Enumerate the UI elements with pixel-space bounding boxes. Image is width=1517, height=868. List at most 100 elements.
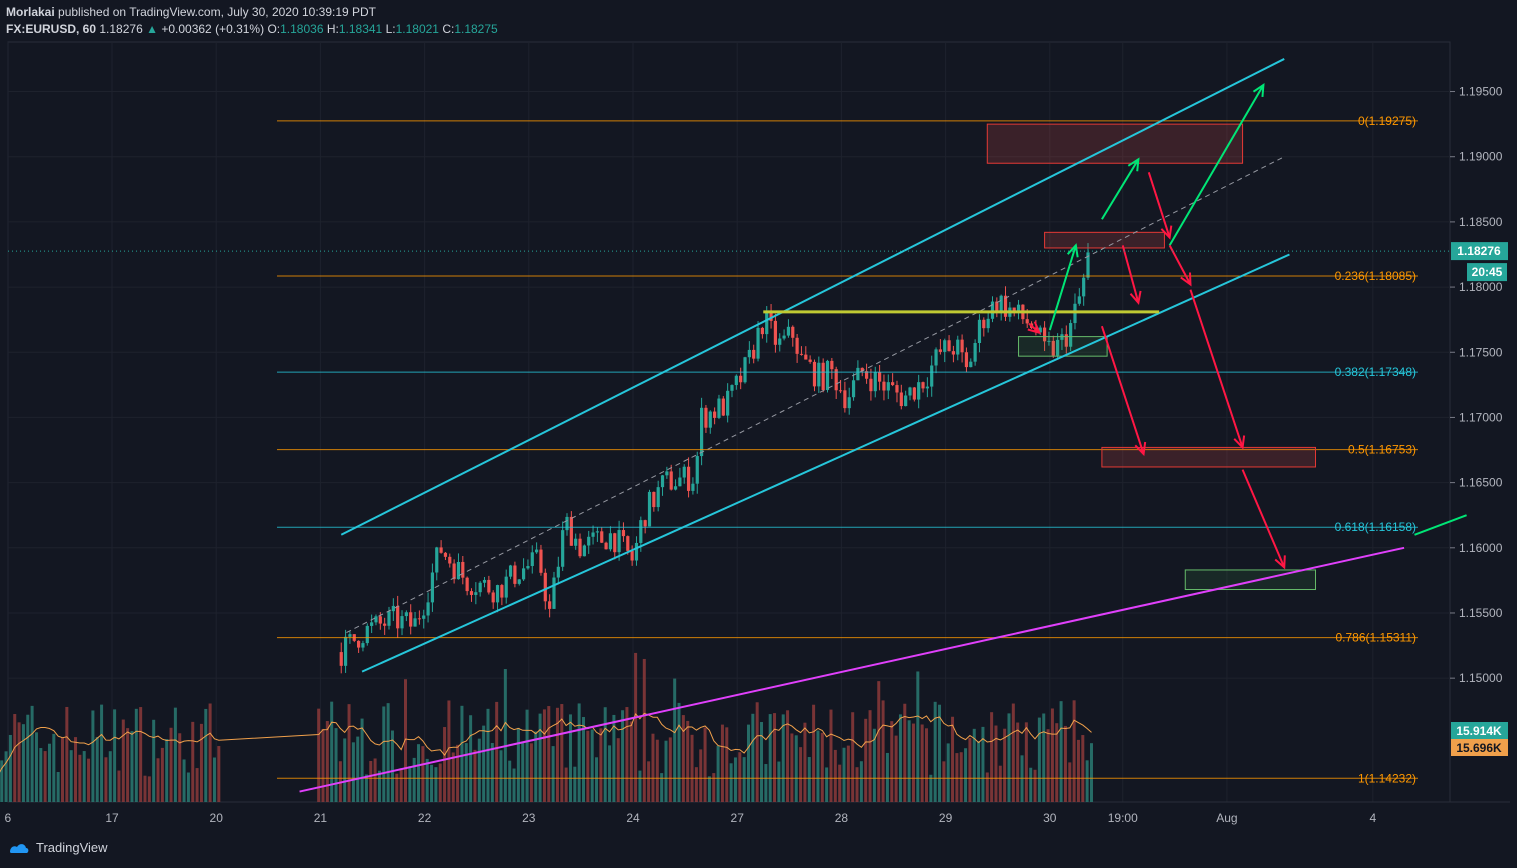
candle-body: [530, 552, 534, 567]
candle-body: [825, 360, 830, 391]
candle-body: [752, 349, 756, 359]
candle-body: [595, 531, 599, 533]
y-tick-label: 1.19000: [1459, 150, 1503, 164]
volume-bar: [877, 681, 881, 802]
candle-body: [561, 530, 565, 567]
volume-bar: [525, 709, 529, 802]
x-tick-label: 4: [1369, 811, 1376, 825]
volume-bar: [577, 703, 581, 802]
candle-body: [582, 545, 586, 557]
bullish-arrow-head: [1127, 157, 1140, 172]
candle-body: [878, 372, 882, 382]
volume-bar: [208, 703, 212, 802]
volume-bar: [938, 704, 942, 802]
candle-body: [851, 380, 856, 398]
volume-bar: [434, 767, 438, 802]
candle-body: [660, 475, 665, 488]
x-tick-label: 30: [1043, 811, 1057, 825]
volume-bar: [829, 709, 833, 802]
candle-body: [604, 542, 608, 550]
candle-body: [500, 585, 504, 598]
volume-bar: [816, 730, 820, 802]
volume-bar: [851, 712, 855, 802]
candle-body: [435, 547, 439, 573]
volume-bar: [608, 745, 612, 802]
x-tick-label: 21: [314, 811, 328, 825]
candle-body: [730, 385, 734, 391]
x-tick-label: 20: [210, 811, 224, 825]
x-tick-label: 28: [835, 811, 849, 825]
candle-body: [908, 387, 912, 396]
x-tick-label: 19:00: [1108, 811, 1138, 825]
candle-body: [404, 612, 408, 617]
volume-bar: [382, 706, 386, 802]
volume-bar: [946, 743, 950, 802]
volume-bar: [560, 704, 564, 802]
volume-bar: [985, 772, 989, 802]
candle-body: [847, 397, 851, 409]
candle-body: [747, 349, 751, 358]
candle-body: [773, 320, 778, 345]
tradingview-brand[interactable]: TradingView: [36, 840, 108, 855]
candle-body: [743, 357, 747, 383]
candle-body: [491, 592, 495, 603]
volume-bar: [868, 710, 872, 802]
volume-bar: [542, 709, 546, 802]
volume-bar: [1055, 723, 1059, 802]
volume-bar: [412, 757, 416, 802]
high-value: 1.18341: [338, 22, 383, 36]
volume-bar: [178, 733, 182, 802]
volume-bar: [864, 718, 868, 802]
volume-bar: [1016, 722, 1020, 802]
volume-bar: [907, 720, 911, 802]
volume-bar: [820, 732, 824, 802]
volume-bar: [108, 751, 112, 802]
volume-bar: [555, 707, 559, 802]
volume-bar: [334, 728, 338, 802]
volume-bar: [903, 703, 907, 802]
candle-body: [656, 487, 660, 508]
bearish-arrow-head: [1134, 441, 1147, 457]
volume-bar: [881, 700, 885, 802]
volume-bar: [898, 714, 902, 802]
volume-bar: [933, 701, 937, 802]
candle-body: [1016, 304, 1021, 312]
candle-body: [587, 536, 591, 546]
volume-bar: [1024, 722, 1028, 802]
countdown-label: 20:45: [1472, 265, 1503, 279]
candle-body: [795, 337, 799, 354]
volume-bar: [712, 773, 716, 802]
symbol-label[interactable]: FX:EURUSD, 60: [6, 22, 97, 36]
volume-bar: [113, 709, 117, 802]
candle-body: [417, 618, 421, 620]
volume-bar: [82, 751, 86, 802]
x-tick-label: 6: [4, 811, 11, 825]
candle-body: [739, 375, 743, 383]
candle-body: [808, 359, 812, 362]
candle-body: [838, 390, 843, 392]
volume-label: 15.696K: [1456, 741, 1502, 755]
trend-green-line: [1414, 514, 1467, 536]
volume-bar: [204, 708, 208, 802]
candle-body: [1042, 327, 1047, 342]
volume-bar: [403, 679, 407, 802]
candle-body: [391, 605, 395, 612]
volume-bar: [894, 735, 898, 802]
candle-body: [469, 591, 474, 595]
volume-bar: [100, 704, 104, 802]
volume-bar: [52, 733, 56, 802]
volume-bar: [595, 757, 599, 802]
volume-bar: [799, 747, 803, 802]
volume-bar: [981, 726, 985, 802]
publisher-name[interactable]: Morlakai: [6, 5, 55, 19]
bearish-arrow: [1100, 325, 1145, 455]
volume-bar: [117, 770, 121, 802]
volume-bar: [690, 734, 694, 802]
candle-body: [999, 295, 1003, 312]
candle-body: [591, 532, 595, 537]
bullish-arrow: [1048, 245, 1077, 331]
volume-bar: [74, 737, 78, 802]
low-key: L:: [385, 22, 396, 36]
x-tick-label: 29: [939, 811, 953, 825]
